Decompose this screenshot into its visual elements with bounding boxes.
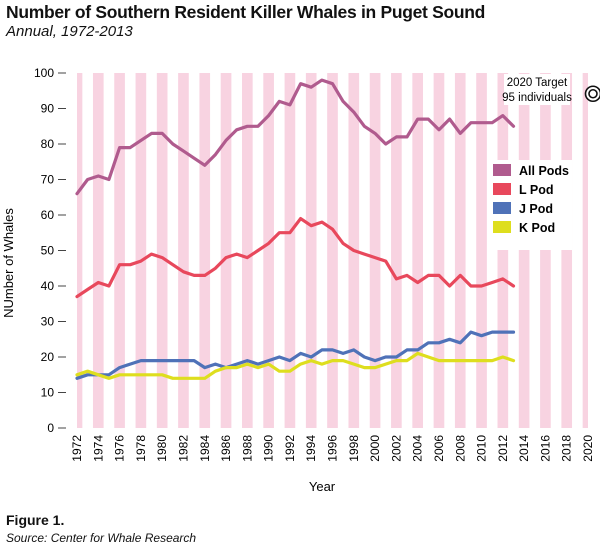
y-tick-label-60: 60 [41, 208, 55, 222]
stripe-1986 [220, 73, 232, 428]
y-tick-label-30: 30 [41, 315, 55, 329]
x-tick-label-1986: 1986 [219, 435, 233, 462]
x-tick-label-2008: 2008 [453, 435, 467, 462]
legend-label-j-pod: J Pod [519, 202, 553, 216]
target-marker-inner [588, 88, 598, 99]
stripe-2016 [540, 73, 551, 428]
y-tick-label-70: 70 [41, 173, 55, 187]
series-line-l-pod [75, 217, 516, 299]
source-note: Source: Center for Whale Research [6, 531, 197, 545]
x-tick-label-2018: 2018 [560, 435, 574, 462]
x-tick-label-1972: 1972 [70, 435, 84, 462]
stripe-1976 [114, 73, 125, 428]
x-tick-label-1982: 1982 [176, 435, 190, 462]
stripe-1988 [242, 73, 253, 428]
target-annotation: 2020 Target 95 individuals [502, 74, 600, 105]
series-line-k-pod [75, 351, 516, 380]
stripe-2014 [518, 73, 530, 428]
x-tick-label-1988: 1988 [240, 435, 254, 462]
y-axis-ticks: 0 10 20 30 40 50 60 70 80 90 100 [34, 66, 66, 435]
x-axis-ticks: 1972 1974 1976 1978 1980 1982 1984 1986 1988 1990… [70, 435, 595, 462]
target-marker-outer [584, 85, 600, 103]
x-tick-label-1994: 1994 [304, 435, 318, 462]
x-tick-label-1996: 1996 [326, 435, 340, 462]
stripe-1982 [178, 73, 189, 428]
stripe-2020 [582, 73, 588, 428]
stripe-2000 [369, 73, 381, 428]
x-tick-label-1974: 1974 [91, 435, 105, 462]
stripe-1974 [92, 73, 104, 428]
y-tick-label-100: 100 [34, 66, 54, 80]
stripe-2002 [391, 73, 402, 428]
stripe-2010 [476, 73, 487, 428]
y-axis-label: NUmber of Whales [1, 208, 16, 318]
y-tick-label-40: 40 [41, 279, 55, 293]
legend-swatch-k-pod [493, 221, 511, 233]
chart-title: Number of Southern Resident Killer Whale… [6, 2, 486, 22]
x-tick-label-2010: 2010 [475, 435, 489, 462]
legend-swatch-all-pods [493, 164, 511, 176]
y-tick-label-20: 20 [41, 350, 55, 364]
stripe-1984 [199, 73, 211, 428]
x-tick-label-2020: 2020 [581, 435, 595, 462]
chart-subtitle: Annual, 1972-2013 [6, 23, 133, 40]
stripe-2018 [561, 73, 573, 428]
target-label-background [504, 74, 570, 105]
legend: All Pods L Pod J Pod K Pod [488, 160, 572, 250]
stripe-2008 [454, 73, 466, 428]
x-tick-label-2012: 2012 [496, 435, 510, 462]
stripe-1992 [284, 73, 296, 428]
x-tick-label-1984: 1984 [198, 435, 212, 462]
x-tick-label-2000: 2000 [368, 435, 382, 462]
stripe-1972 [77, 73, 83, 428]
figure-label: Figure 1. [6, 512, 65, 528]
legend-label-k-pod: K Pod [519, 221, 555, 235]
x-tick-label-2014: 2014 [517, 435, 531, 462]
y-tick-label-80: 80 [41, 137, 55, 151]
stripe-2012 [497, 73, 509, 428]
x-tick-label-1992: 1992 [283, 435, 297, 462]
stripe-1990 [263, 73, 274, 428]
x-tick-label-2006: 2006 [432, 435, 446, 462]
x-axis-label: Year [309, 479, 336, 494]
series-lines [75, 78, 516, 380]
y-tick-label-0: 0 [47, 421, 54, 435]
y-tick-label-50: 50 [41, 244, 55, 258]
target-label-line2: 95 individuals [502, 92, 572, 104]
x-tick-label-1990: 1990 [262, 435, 276, 462]
x-tick-label-2002: 2002 [389, 435, 403, 462]
x-tick-label-1976: 1976 [113, 435, 127, 462]
stripe-1978 [135, 73, 147, 428]
legend-swatch-j-pod [493, 202, 511, 214]
y-tick-label-10: 10 [41, 386, 55, 400]
x-tick-label-2004: 2004 [411, 435, 425, 462]
target-label-line1: 2020 Target [507, 77, 568, 89]
stripe-2006 [433, 73, 445, 428]
x-tick-label-1980: 1980 [155, 435, 169, 462]
series-line-j-pod [75, 330, 516, 380]
stripe-2004 [412, 73, 423, 428]
stripe-1996 [327, 73, 338, 428]
x-tick-label-1998: 1998 [347, 435, 361, 462]
x-tick-label-2016: 2016 [538, 435, 552, 462]
legend-label-all-pods: All Pods [519, 164, 569, 178]
y-tick-label-90: 90 [41, 102, 55, 116]
series-line-all-pods [75, 78, 516, 196]
x-tick-label-1978: 1978 [134, 435, 148, 462]
legend-swatch-l-pod [493, 183, 511, 195]
stripe-1994 [305, 73, 317, 428]
stripe-1980 [156, 73, 168, 428]
legend-label-l-pod: L Pod [519, 183, 554, 197]
year-stripes [77, 73, 588, 428]
